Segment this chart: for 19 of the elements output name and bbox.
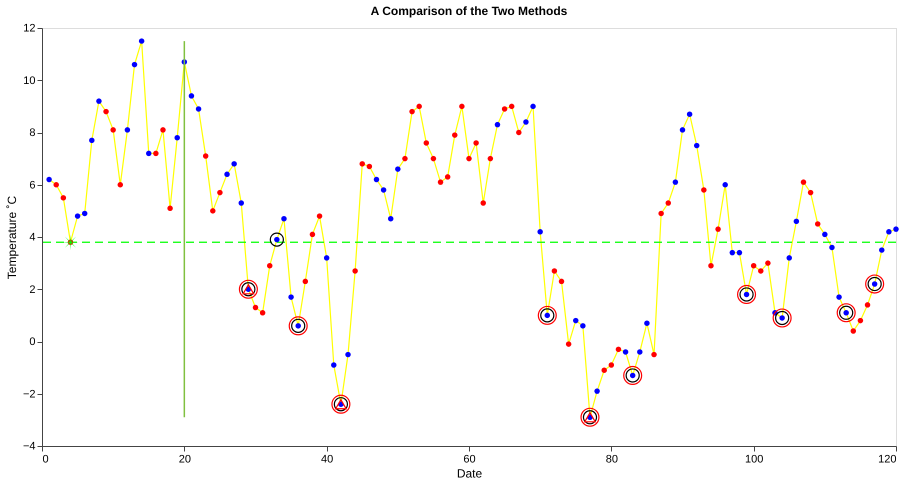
y-axis-title: Temperature ˚C bbox=[4, 195, 19, 280]
y-tick-label: 12 bbox=[23, 22, 36, 34]
y-tick-label: −2 bbox=[22, 388, 36, 400]
y-tick-label: −4 bbox=[22, 440, 36, 452]
chart-title: A Comparison of the Two Methods bbox=[370, 4, 568, 18]
x-tick-label: 40 bbox=[321, 454, 334, 466]
y-tick-label: 0 bbox=[29, 336, 36, 348]
y-tick-label: 10 bbox=[23, 74, 36, 87]
x-tick-label: 100 bbox=[744, 454, 764, 466]
x-tick-label: 0 bbox=[42, 454, 49, 466]
x-tick-label: 20 bbox=[178, 454, 191, 466]
y-tick-label: 4 bbox=[29, 232, 36, 244]
x-tick-label: 60 bbox=[463, 454, 476, 466]
x-tick-label: 80 bbox=[606, 454, 618, 466]
y-tick-label: 2 bbox=[29, 284, 36, 296]
y-tick-label: 8 bbox=[29, 127, 36, 139]
y-tick-label: 6 bbox=[29, 179, 36, 192]
x-axis-title: Date bbox=[456, 466, 482, 480]
x-tick-label: 120 bbox=[878, 454, 896, 466]
